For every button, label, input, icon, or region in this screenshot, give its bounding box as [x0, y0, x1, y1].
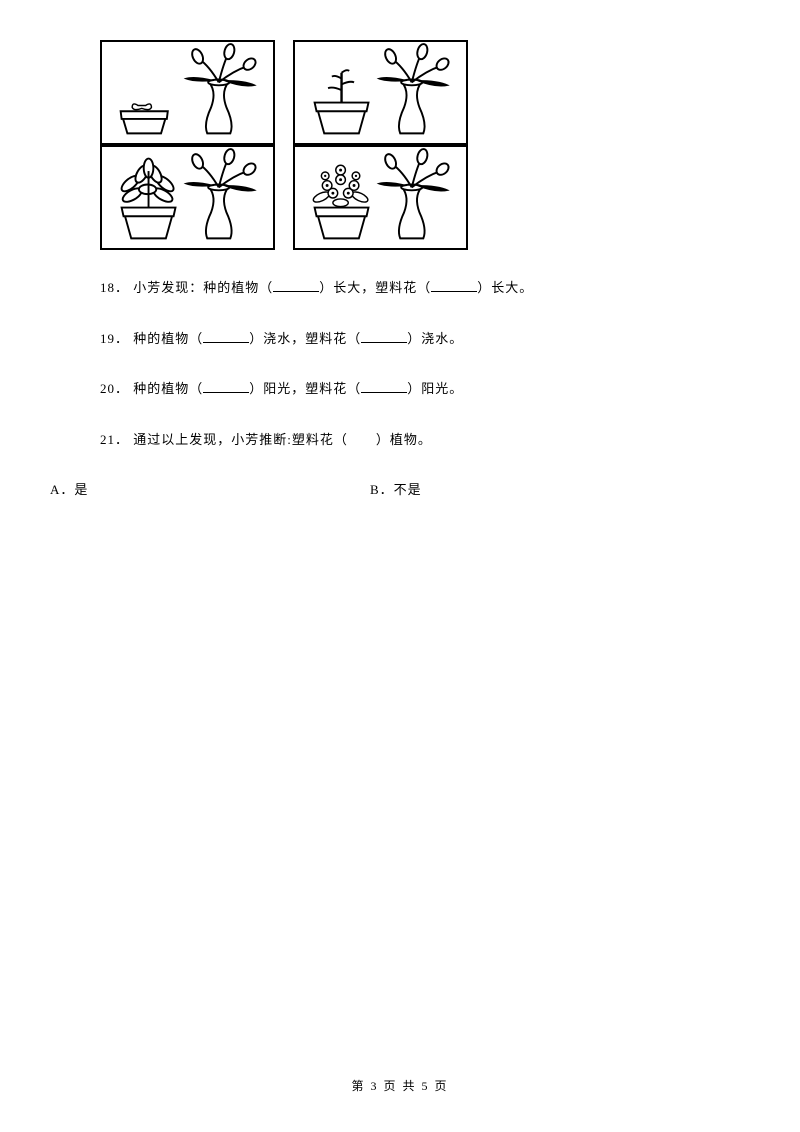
- q20-pre: 种的植物（: [133, 381, 203, 396]
- question-19: 19． 种的植物（ ）浇水，塑料花（ ）浇水。: [100, 327, 750, 352]
- q19-num: 19: [100, 331, 115, 346]
- figure-panel-4: [293, 145, 468, 250]
- q21-text: 通过以上发现，小芳推断:塑料花（ ）植物。: [133, 432, 432, 447]
- figure-grid: [100, 40, 750, 250]
- question-21: 21． 通过以上发现，小芳推断:塑料花（ ）植物。: [100, 428, 750, 453]
- q18-blank-1[interactable]: [273, 279, 319, 292]
- q20-num: 20: [100, 381, 115, 396]
- q20-post: ）阳光。: [407, 381, 463, 396]
- figure-row-top: [100, 40, 750, 145]
- option-b[interactable]: B．不是: [370, 479, 422, 498]
- option-a[interactable]: A．是: [50, 479, 370, 498]
- q18-blank-2[interactable]: [431, 279, 477, 292]
- q19-post: ）浇水。: [407, 331, 463, 346]
- figure-panel-2: [293, 40, 468, 145]
- q19-sep: ．: [115, 331, 129, 346]
- q21-num: 21: [100, 432, 115, 447]
- q19-blank-1[interactable]: [203, 330, 249, 343]
- q19-blank-2[interactable]: [361, 330, 407, 343]
- page-footer: 第 3 页 共 5 页: [0, 1077, 800, 1094]
- figure-panel-3: [100, 145, 275, 250]
- q18-pre: 小芳发现：种的植物（: [133, 280, 273, 295]
- page-content: 18． 小芳发现：种的植物（）长大，塑料花（）长大。 19． 种的植物（）浇水，…: [0, 0, 800, 498]
- q20-blank-1[interactable]: [203, 380, 249, 393]
- q20-mid: ）阳光，塑料花（: [249, 381, 361, 396]
- question-18: 18． 小芳发现：种的植物（ ）长大，塑料花（ ）长大。: [100, 276, 750, 301]
- q19-pre: 种的植物（: [133, 331, 203, 346]
- q19-mid: ）浇水，塑料花（: [249, 331, 361, 346]
- options-row: A．是 B．不是: [50, 479, 750, 498]
- q18-sep: ．: [115, 280, 129, 295]
- q20-sep: ．: [115, 381, 129, 396]
- figure-row-bottom: [100, 145, 750, 250]
- figure-panel-1: [100, 40, 275, 145]
- q21-sep: ．: [115, 432, 129, 447]
- q18-post: ）长大。: [477, 280, 533, 295]
- q18-mid: ）长大，塑料花（: [319, 280, 431, 295]
- question-20: 20． 种的植物（ ）阳光，塑料花（ ）阳光。: [100, 377, 750, 402]
- q20-blank-2[interactable]: [361, 380, 407, 393]
- q18-num: 18: [100, 280, 115, 295]
- footer-text: 第 3 页 共 5 页: [351, 1079, 448, 1093]
